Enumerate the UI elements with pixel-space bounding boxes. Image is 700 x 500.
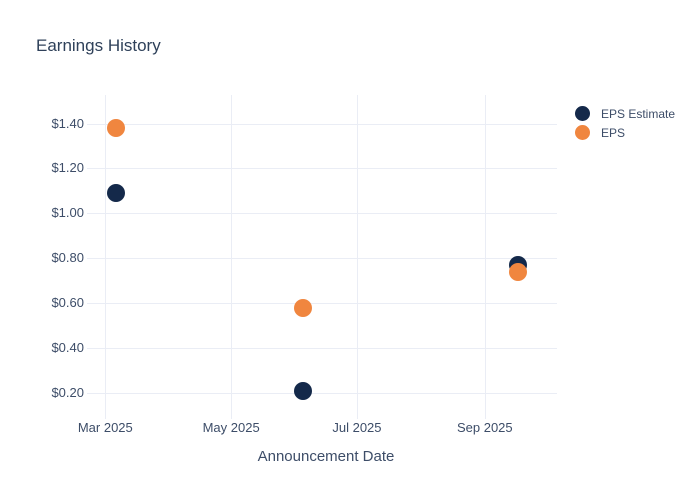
legend-item-eps[interactable]: EPS	[575, 125, 675, 140]
chart-title: Earnings History	[36, 36, 161, 55]
y-gridline	[87, 393, 557, 394]
y-gridline	[87, 348, 557, 350]
x-gridline	[356, 95, 358, 419]
y-tick-label: $1.20	[51, 160, 84, 176]
point-eps[interactable]	[294, 298, 313, 317]
plot-area	[87, 95, 557, 419]
legend-item-eps-estimate[interactable]: EPS Estimate	[575, 106, 675, 121]
y-gridline	[87, 258, 557, 260]
x-axis-title: Announcement Date	[257, 448, 395, 465]
y-tick-label: $1.00	[51, 205, 84, 221]
eps-marker-icon	[575, 125, 590, 140]
y-gridline	[87, 168, 557, 170]
y-tick-label: $1.40	[51, 115, 84, 131]
y-gridline	[87, 303, 557, 305]
eps-estimate-marker-icon	[575, 106, 590, 121]
x-tick-label: Sep 2025	[456, 420, 513, 435]
point-eps-estimate[interactable]	[294, 381, 313, 400]
y-tick-label: $0.40	[51, 340, 84, 356]
x-gridline	[105, 95, 107, 419]
y-tick-label: $0.80	[51, 250, 84, 266]
y-gridline	[87, 213, 557, 215]
point-eps[interactable]	[508, 262, 527, 281]
point-eps-estimate[interactable]	[106, 184, 125, 203]
x-tick-label: Mar 2025	[77, 420, 133, 435]
x-gridline	[484, 95, 486, 419]
x-tick-label: Jul 2025	[332, 420, 382, 435]
legend-label-eps-estimate: EPS Estimate	[601, 106, 676, 121]
y-tick-label: $0.20	[51, 385, 84, 400]
x-tick-label: May 2025	[202, 420, 260, 435]
x-gridline	[231, 95, 233, 419]
point-eps[interactable]	[106, 119, 125, 137]
y-gridline	[87, 123, 557, 125]
legend: EPS Estimate EPS	[575, 106, 675, 140]
legend-label-eps: EPS	[601, 125, 626, 140]
y-tick-label: $0.60	[51, 295, 84, 311]
